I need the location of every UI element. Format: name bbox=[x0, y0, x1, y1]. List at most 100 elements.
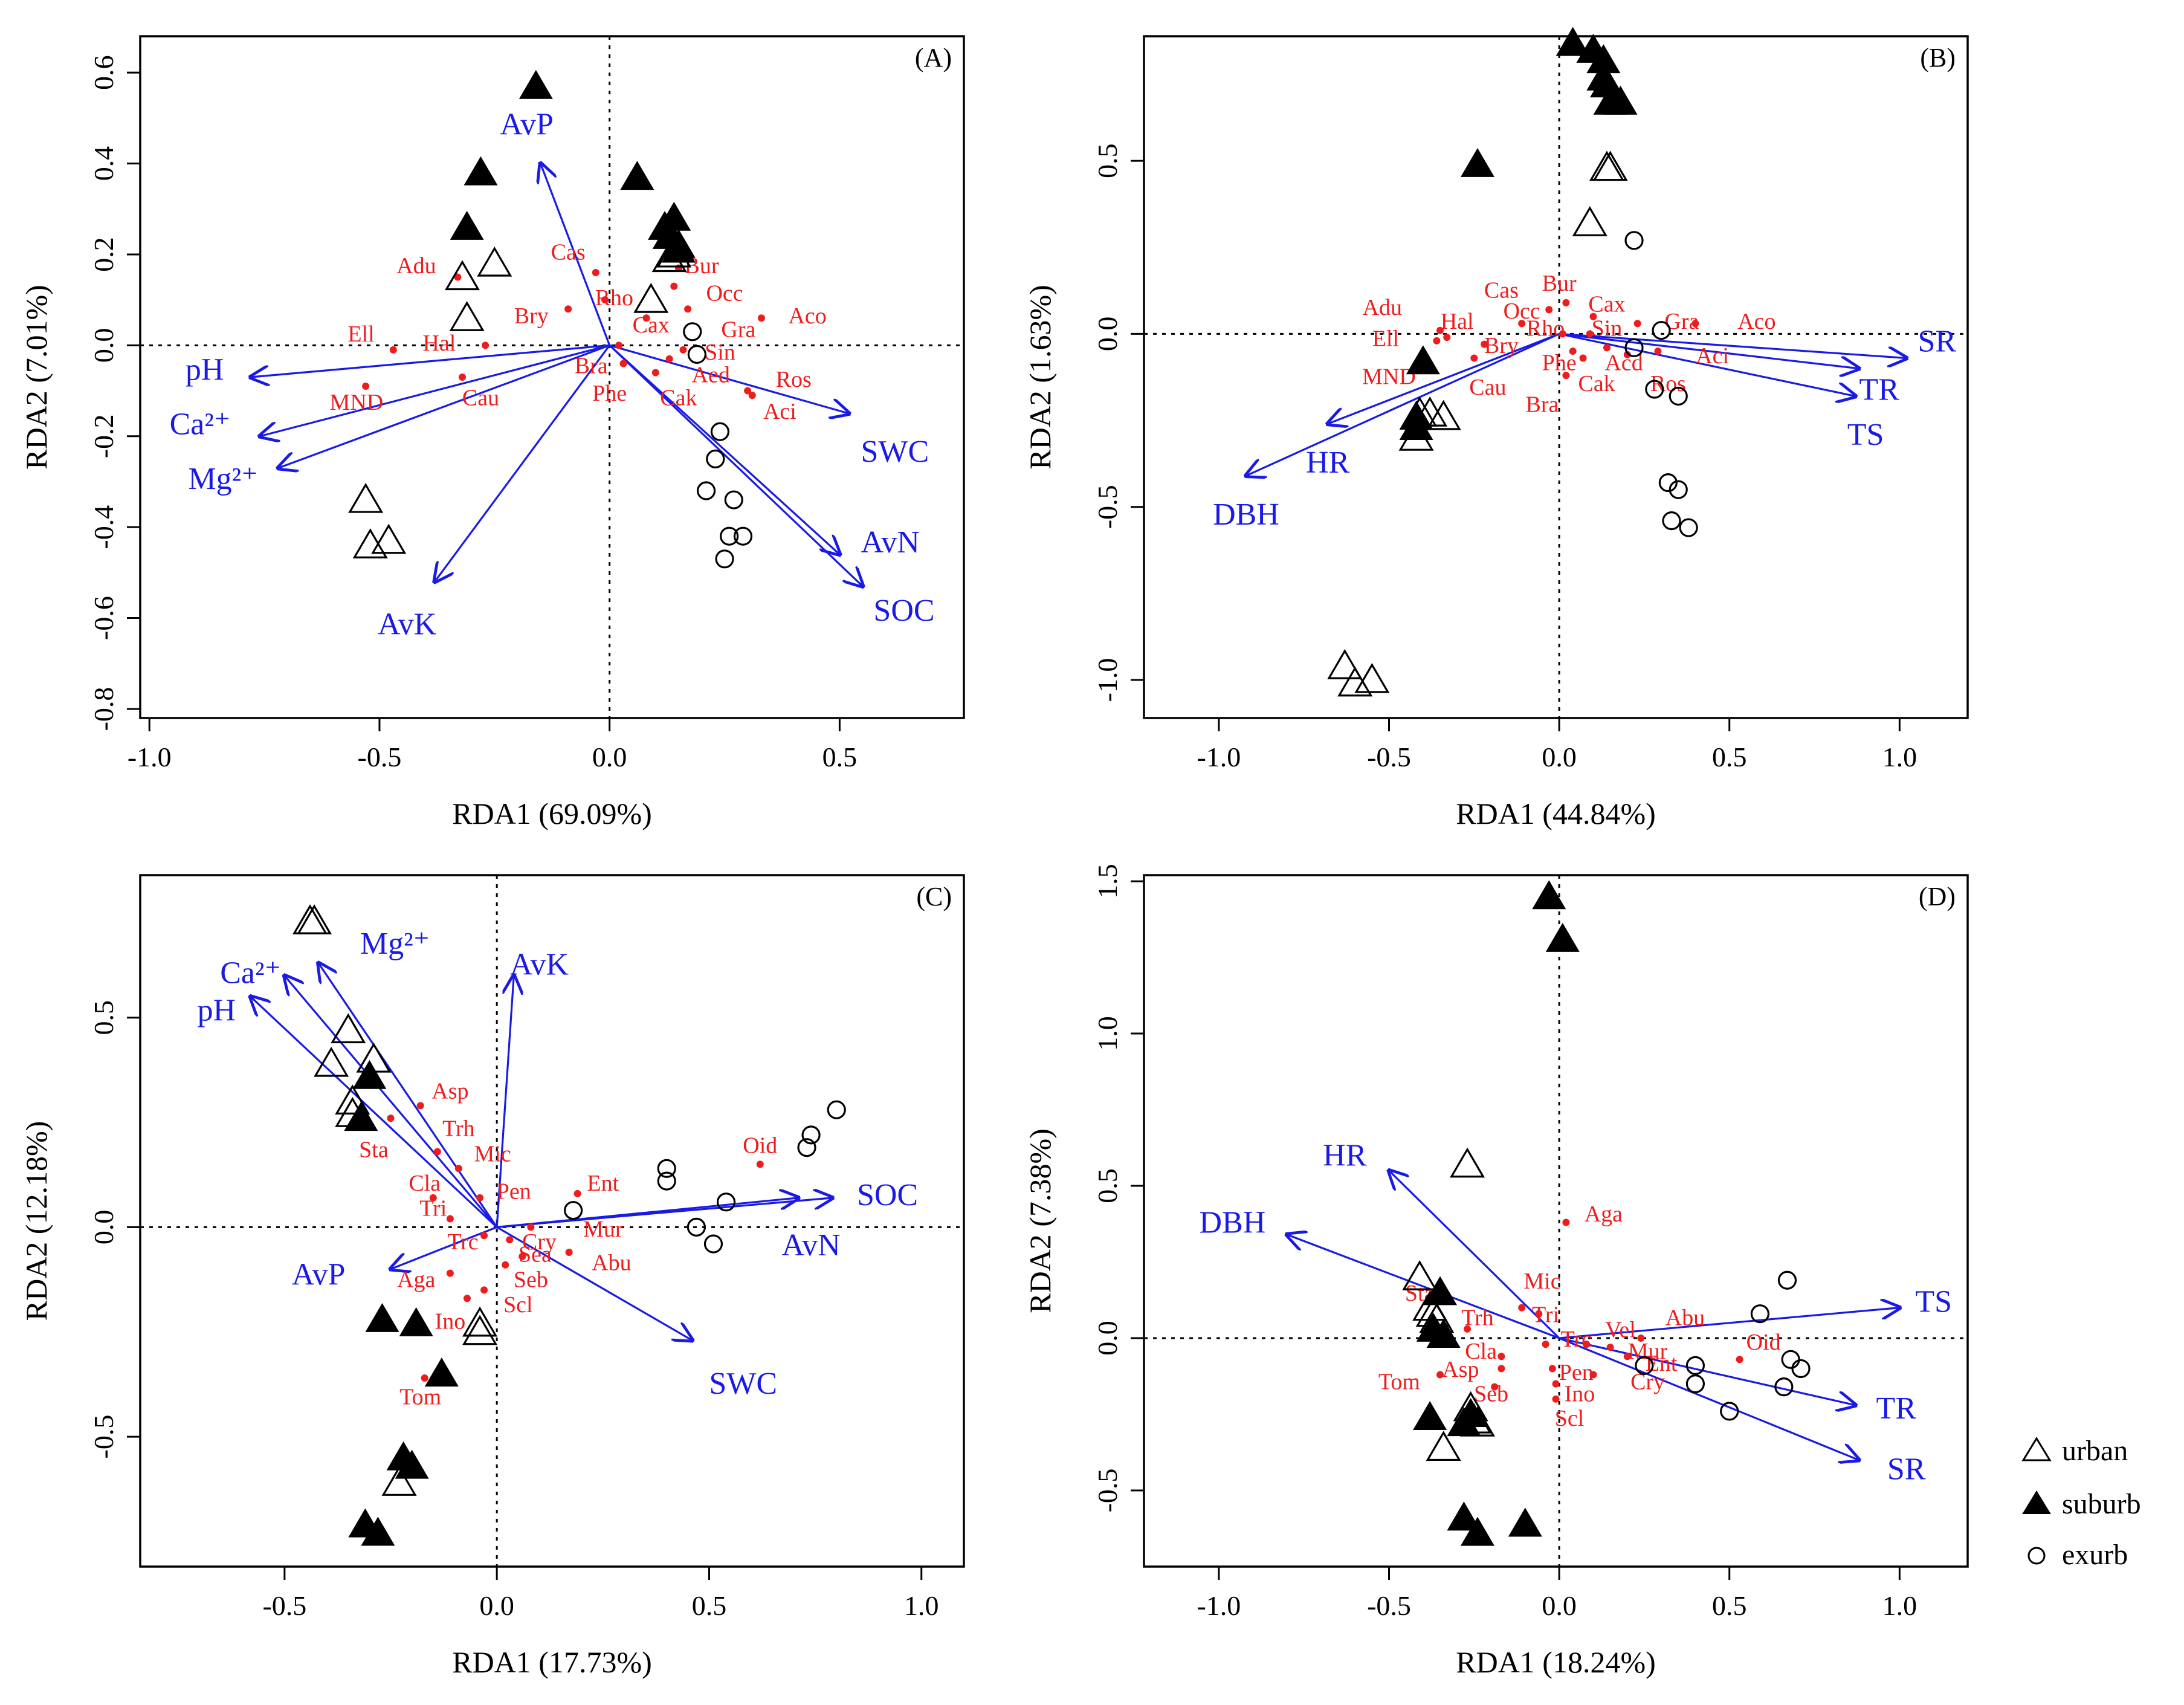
species-point bbox=[1548, 1365, 1556, 1373]
legend-label: urban bbox=[2062, 1435, 2128, 1467]
x-tick-label: -1.0 bbox=[1197, 1590, 1241, 1621]
sample-point-exurb bbox=[1791, 1359, 1811, 1379]
species-label: Bur bbox=[1542, 271, 1577, 296]
sample-point-urban bbox=[381, 1466, 417, 1496]
y-axis-label: RDA2 (7.01%) bbox=[19, 285, 53, 470]
sample-point-suburb bbox=[344, 1102, 378, 1131]
legend-marker-urban bbox=[2021, 1437, 2052, 1461]
panel-label: (C) bbox=[916, 882, 952, 911]
species-point bbox=[1654, 348, 1662, 355]
sample-point-suburb bbox=[361, 1516, 395, 1546]
species-point bbox=[362, 383, 370, 390]
y-axis-label: RDA2 (12.18%) bbox=[19, 1121, 53, 1321]
sample-point-suburb bbox=[1508, 1507, 1542, 1537]
species-label: Phe bbox=[592, 381, 627, 406]
species-point bbox=[670, 282, 678, 290]
sample-point-exurb bbox=[1658, 473, 1678, 493]
species-point bbox=[1569, 348, 1577, 355]
sample-point-suburb bbox=[1423, 1276, 1457, 1305]
species-point bbox=[519, 1252, 526, 1260]
species-point bbox=[1545, 306, 1553, 314]
species-point bbox=[1436, 326, 1444, 334]
species-label: Trh bbox=[442, 1116, 475, 1142]
y-axis-label: RDA2 (1.63%) bbox=[1023, 285, 1057, 470]
species-label: Aco bbox=[1737, 309, 1775, 334]
x-tick-label: 1.0 bbox=[904, 1590, 939, 1621]
x-axis-label: RDA1 (44.84%) bbox=[1456, 797, 1656, 830]
species-label: Sin bbox=[705, 340, 735, 365]
sample-point-urban bbox=[633, 282, 669, 313]
x-tick-label: 0.0 bbox=[479, 1590, 514, 1621]
sample-point-urban bbox=[297, 904, 332, 934]
sample-point-exurb bbox=[687, 1217, 706, 1237]
sample-point-urban bbox=[348, 482, 384, 513]
env-vector-label: AvN bbox=[861, 525, 920, 560]
x-tick-label: 0.0 bbox=[1542, 742, 1577, 772]
x-tick-label: -0.5 bbox=[358, 742, 402, 772]
species-label: Ell bbox=[347, 322, 374, 347]
sample-point-suburb bbox=[1532, 880, 1566, 910]
species-point bbox=[1583, 1341, 1591, 1348]
sample-point-suburb bbox=[1460, 147, 1494, 177]
env-vector-label: HR bbox=[1323, 1139, 1367, 1173]
x-tick-label: 0.0 bbox=[592, 742, 627, 772]
sample-point-urban bbox=[1327, 649, 1363, 679]
species-label: Aga bbox=[1585, 1202, 1623, 1227]
sample-point-urban bbox=[1426, 1431, 1461, 1461]
sample-point-exurb bbox=[683, 322, 702, 341]
species-label: Hal bbox=[423, 331, 456, 356]
species-label: Mur bbox=[1628, 1339, 1668, 1364]
species-point bbox=[1552, 1380, 1560, 1388]
species-point bbox=[1491, 1383, 1499, 1391]
y-tick-label: -0.6 bbox=[88, 596, 119, 640]
env-vector-label: SWC bbox=[709, 1367, 777, 1401]
sample-point-suburb bbox=[1545, 922, 1580, 952]
x-tick-label: 0.5 bbox=[1712, 742, 1747, 772]
sample-point-exurb bbox=[733, 526, 753, 546]
species-point bbox=[1518, 320, 1526, 328]
sample-point-exurb bbox=[1635, 1356, 1654, 1375]
plot-frame bbox=[139, 35, 965, 719]
sample-point-exurb bbox=[1645, 380, 1664, 399]
env-vector-swc bbox=[496, 1226, 692, 1340]
species-label: Pen bbox=[1559, 1360, 1594, 1385]
env-vector-ph bbox=[251, 344, 610, 377]
y-axis-label: RDA2 (7.38%) bbox=[1023, 1128, 1057, 1313]
species-label: Bra bbox=[575, 354, 608, 379]
species-point bbox=[1481, 340, 1488, 348]
sample-point-urban bbox=[371, 523, 407, 554]
species-point bbox=[480, 1286, 488, 1294]
species-label: Cau bbox=[1469, 375, 1506, 400]
species-label: Asp bbox=[1442, 1357, 1479, 1382]
sample-point-exurb bbox=[1624, 338, 1644, 357]
sample-point-exurb bbox=[827, 1100, 846, 1119]
species-point bbox=[1535, 1310, 1543, 1318]
legend-item-suburb: suburb bbox=[2022, 1488, 2141, 1520]
sample-point-suburb bbox=[399, 1307, 433, 1336]
species-label: Aci bbox=[1696, 343, 1729, 369]
env-vector-ts bbox=[1559, 1308, 1899, 1339]
sample-point-exurb bbox=[1669, 386, 1688, 406]
sample-point-urban bbox=[1426, 400, 1461, 430]
species-label: Trh bbox=[1461, 1305, 1494, 1331]
species-label: Ino bbox=[1565, 1381, 1595, 1406]
y-tick-label: 0.0 bbox=[88, 1210, 119, 1244]
panel-label: (B) bbox=[1920, 43, 1956, 73]
y-tick-label: 0.0 bbox=[1092, 1321, 1123, 1356]
species-point bbox=[565, 1249, 573, 1256]
species-point bbox=[564, 305, 572, 313]
species-point bbox=[1603, 344, 1611, 352]
y-tick-label: 0.5 bbox=[88, 1000, 119, 1035]
species-label: Occ bbox=[706, 280, 743, 306]
sample-point-suburb bbox=[450, 210, 484, 240]
species-label: Seb bbox=[514, 1267, 548, 1292]
env-vector-sr bbox=[1559, 332, 1906, 358]
env-vector-hr bbox=[1389, 1171, 1560, 1339]
species-point bbox=[1589, 312, 1597, 320]
species-point bbox=[459, 374, 467, 381]
species-point bbox=[446, 1215, 454, 1223]
y-tick-label: -0.5 bbox=[1092, 1469, 1123, 1513]
x-tick-label: -0.5 bbox=[1367, 742, 1411, 772]
sample-point-exurb bbox=[657, 1171, 676, 1191]
species-label: Gra bbox=[721, 317, 755, 343]
